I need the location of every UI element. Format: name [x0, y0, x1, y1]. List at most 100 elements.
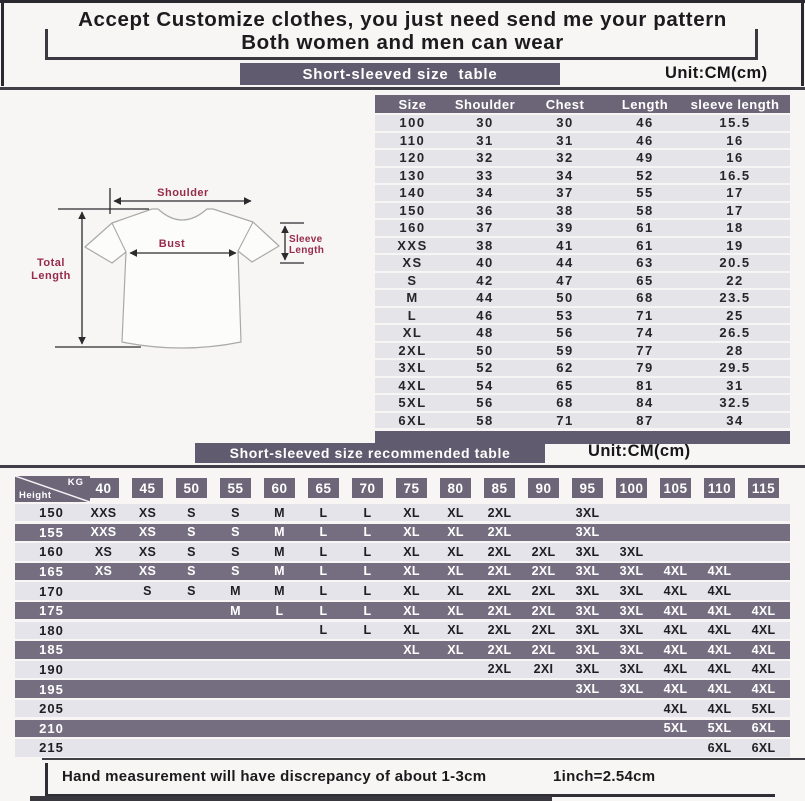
size-table-cell: 25 — [726, 307, 744, 323]
recommended-size-cell: 3XL — [619, 682, 644, 697]
size-table-cell: 41 — [556, 237, 574, 253]
recommended-row-cells: 6XL 6XL — [88, 741, 779, 755]
recommended-size-cell: 4XL — [751, 682, 776, 697]
recommended-size-cell — [528, 506, 559, 520]
recommended-size-cell: 2XL — [487, 623, 512, 638]
recommended-size-cell — [660, 506, 691, 520]
title-underline-bracket — [45, 29, 758, 60]
recommended-size-cell — [220, 662, 251, 676]
recommended-size-cell: 4XL — [663, 584, 688, 599]
size-table-cell: 81 — [636, 377, 654, 393]
recommended-row-cells: L L XL XL 2XL 2XL 3XL 3XL 4XL 4XL 4XL — [88, 623, 779, 637]
recommended-row-cells: 4XL 4XL 5XL — [88, 702, 779, 716]
recommended-size-cell — [264, 702, 295, 716]
recommended-size-cell: 4XL — [707, 623, 732, 638]
recommended-size-cell: S — [187, 544, 196, 559]
recommended-size-cell: 4XL — [663, 701, 688, 716]
recommended-size-cell: 3XL — [575, 623, 600, 638]
recommended-size-cell: 3XL — [619, 584, 644, 599]
size-table-cell: 150 — [399, 202, 426, 218]
size-table-cell: 58 — [476, 412, 494, 428]
size-table-row: L 46 53 71 25 — [375, 307, 790, 323]
recommended-size-cell: 2XL — [531, 564, 556, 579]
size-table-cell: 77 — [636, 342, 654, 358]
recommended-size-cell — [132, 643, 163, 657]
recommended-size-cell: L — [319, 584, 328, 599]
recommended-size-cell: 4XL — [663, 642, 688, 657]
recommended-size-cell — [308, 643, 339, 657]
size-table-row: XXS 38 41 61 19 — [375, 237, 790, 253]
size-table-cell: S — [407, 272, 418, 288]
recommended-size-cell — [88, 623, 119, 637]
tshirt-measurement-diagram: Shoulder Bust Total Length Sleeve Length — [31, 187, 324, 349]
recommended-row-cells: XL XL 2XL 2XL 3XL 3XL 4XL 4XL 4XL — [88, 643, 779, 657]
recommended-size-cell: 2XL — [531, 584, 556, 599]
recommended-table-row: 210 5XL 5XL 6XL — [15, 719, 790, 737]
recommended-size-cell — [528, 702, 559, 716]
recommended-size-cell: 3XL — [575, 505, 600, 520]
size-table-cell: 62 — [556, 360, 574, 376]
unit-label-bottom: Unit:CM(cm) — [588, 442, 691, 460]
recommended-size-cell — [484, 741, 515, 755]
recommended-size-cell — [484, 682, 515, 696]
size-table-cell: 71 — [636, 307, 654, 323]
recommended-size-cell — [660, 525, 691, 539]
size-table-cell: 74 — [636, 325, 654, 341]
recommended-table-row: 180 L L XL XL 2XL 2XL 3XL 3XL 4XL 4XL 4XL — [15, 621, 790, 639]
recommended-size-cell — [88, 682, 119, 696]
size-table-cell: 6XL — [398, 412, 427, 428]
recommended-size-cell — [396, 741, 427, 755]
size-table-cell: 84 — [636, 395, 654, 411]
recommended-size-cell — [220, 623, 251, 637]
recommended-size-cell — [440, 682, 471, 696]
size-table-cell: 87 — [636, 412, 654, 428]
weight-column-header: 65 — [308, 478, 339, 498]
recommended-size-cell: 2XL — [487, 642, 512, 657]
height-row-label: 175 — [39, 603, 64, 619]
size-table-cell: 55 — [636, 185, 654, 201]
recommended-size-cell — [88, 584, 119, 598]
recommended-size-cell: XL — [447, 525, 464, 540]
size-table-cell: 56 — [476, 395, 494, 411]
recommended-size-cell — [264, 682, 295, 696]
recommended-size-cell: 2XL — [531, 544, 556, 559]
size-table-cell: 110 — [399, 132, 426, 148]
recommended-size-cell: 4XL — [707, 642, 732, 657]
size-table-row: S 42 47 65 22 — [375, 272, 790, 288]
recommended-size-cell — [396, 662, 427, 676]
recommended-size-cell: 4XL — [751, 603, 776, 618]
recommended-row-cells: S S M M L L XL XL 2XL 2XL 3XL 3XL 4XL 4XL — [88, 584, 779, 598]
weight-column-header: 50 — [176, 478, 207, 498]
recommended-table-row: 205 4XL 4XL 5XL — [15, 700, 790, 718]
weight-column-header: 45 — [132, 478, 163, 498]
recommended-size-cell: S — [187, 584, 196, 599]
recommended-size-cell: XL — [447, 505, 464, 520]
recommended-size-cell — [704, 525, 735, 539]
recommended-size-cell: L — [363, 623, 372, 638]
recommended-size-cell: L — [319, 623, 328, 638]
size-table-cell: 29.5 — [719, 360, 751, 376]
size-table-row: 4XL 54 65 81 31 — [375, 377, 790, 393]
recommended-size-cell: S — [187, 525, 196, 540]
height-row-label: 150 — [39, 505, 64, 521]
divider-top — [0, 87, 805, 90]
weight-column-header: 90 — [528, 478, 559, 498]
size-table-row: 130 33 34 52 16.5 — [375, 167, 790, 183]
size-table-cell: 47 — [556, 272, 574, 288]
right-border — [801, 0, 804, 86]
size-table-cell: 71 — [556, 412, 574, 428]
size-table-cell: 32.5 — [719, 395, 751, 411]
recommended-size-cell — [88, 662, 119, 676]
recommended-size-cell — [396, 682, 427, 696]
size-table-cell: 4XL — [398, 377, 427, 393]
recommended-size-cell: XL — [403, 584, 420, 599]
size-table-cell: 56 — [556, 325, 574, 341]
size-table-cell: 38 — [476, 237, 494, 253]
size-table-cell: 18 — [726, 220, 744, 236]
size-table-row: 2XL 50 59 77 28 — [375, 342, 790, 358]
weight-column-header: 60 — [264, 478, 295, 498]
weight-column-header: 70 — [352, 478, 383, 498]
recommended-size-cell — [396, 721, 427, 735]
recommended-size-cell: L — [363, 505, 372, 520]
recommended-size-cell — [132, 623, 163, 637]
